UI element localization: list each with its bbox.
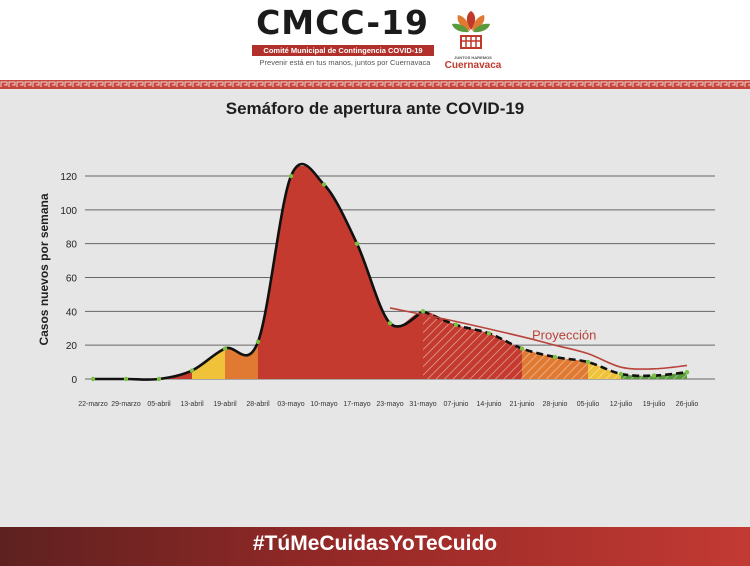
y-tick-label: 20: [66, 341, 78, 352]
band-green-projected: [621, 166, 687, 379]
band-yellow: [192, 166, 225, 379]
data-point: [585, 359, 591, 365]
cmcc-logo-title: CMCC-19: [256, 3, 429, 42]
x-tick-label: 28-junio: [543, 401, 568, 408]
data-point: [387, 320, 393, 326]
cuernavaca-name: Cuernavaca: [444, 60, 502, 71]
y-axis-label: Casos nuevos por semana: [37, 193, 51, 345]
x-tick-label: 12-julio: [610, 401, 633, 408]
x-tick-label: 19-julio: [643, 401, 666, 408]
band-orange-projected: [522, 166, 588, 379]
x-tick-label: 05-abril: [147, 401, 171, 408]
y-tick-label: 0: [71, 375, 77, 386]
data-point: [123, 376, 129, 382]
data-point: [288, 173, 294, 179]
x-tick-label: 13-abril: [180, 401, 204, 408]
x-tick-label: 26-julio: [676, 401, 699, 408]
data-point: [255, 339, 261, 344]
data-point: [156, 376, 162, 382]
x-tick-label: 19-abril: [213, 401, 237, 408]
decorative-fret-border: [0, 80, 750, 89]
covid-cases-chart: 0 20 40 60 80 100 120 Proyección 22-marzo 29-marz…: [37, 162, 715, 408]
data-point: [618, 371, 624, 377]
header-banner: CMCC-19 Comité Municipal de Contingencia…: [0, 0, 750, 82]
projection-line: [389, 307, 688, 370]
x-tick-label: 28-abril: [246, 401, 270, 408]
cmcc-logo-subtitle: Comité Municipal de Contingencia COVID-1…: [252, 45, 434, 56]
x-tick-label: 23-mayo: [376, 401, 403, 408]
footer-hashtag: #TúMeCuidasYoTeCuido: [252, 532, 498, 555]
y-tick-label: 60: [66, 274, 78, 285]
area-bands: [93, 166, 687, 379]
cases-line-projected: [422, 310, 688, 378]
data-point: [321, 182, 327, 187]
projection-label: Proyección: [532, 328, 596, 343]
band-red: [258, 166, 423, 379]
y-tick-label: 100: [60, 206, 77, 217]
x-tick-label: 07-junio: [444, 401, 469, 408]
band-red: [93, 166, 192, 379]
data-point: [420, 309, 426, 314]
x-tick-label: 31-mayo: [409, 401, 436, 408]
x-tick-label: 29-marzo: [111, 401, 141, 408]
data-point: [651, 373, 657, 378]
x-tick-label: 22-marzo: [78, 401, 108, 408]
cuernavaca-flower-icon: [452, 11, 490, 49]
y-tick-label: 40: [66, 307, 78, 318]
band-yellow-projected: [588, 166, 621, 379]
data-point: [354, 241, 360, 246]
chart-title: Semáforo de apertura ante COVID-19: [225, 99, 525, 118]
data-point: [222, 346, 228, 351]
data-point: [486, 331, 492, 336]
data-point: [90, 376, 96, 382]
x-tick-label: 05-julio: [577, 401, 600, 408]
band-red-projected: [423, 166, 522, 379]
cuernavaca-wordmark: JUNTOS HAREMOS Cuernavaca: [438, 55, 508, 71]
data-point: [189, 368, 195, 373]
data-point: [552, 354, 558, 360]
y-tick-label: 120: [60, 172, 77, 183]
x-tick-label: 17-mayo: [343, 401, 370, 408]
data-point: [453, 322, 459, 328]
footer-banner: #TúMeCuidasYoTeCuido: [0, 527, 750, 566]
y-tick-label: 80: [66, 240, 78, 251]
data-point: [684, 370, 690, 375]
x-tick-label: 03-mayo: [277, 401, 304, 408]
cuernavaca-tagline: JUNTOS HAREMOS: [454, 55, 492, 60]
x-tick-label: 14-junio: [477, 401, 502, 408]
data-point: [519, 346, 525, 351]
x-tick-label: 21-junio: [510, 401, 535, 408]
x-tick-label: 10-mayo: [310, 401, 337, 408]
cmcc-slogan: Prevenir está en tus manos, juntos por C…: [259, 58, 431, 67]
